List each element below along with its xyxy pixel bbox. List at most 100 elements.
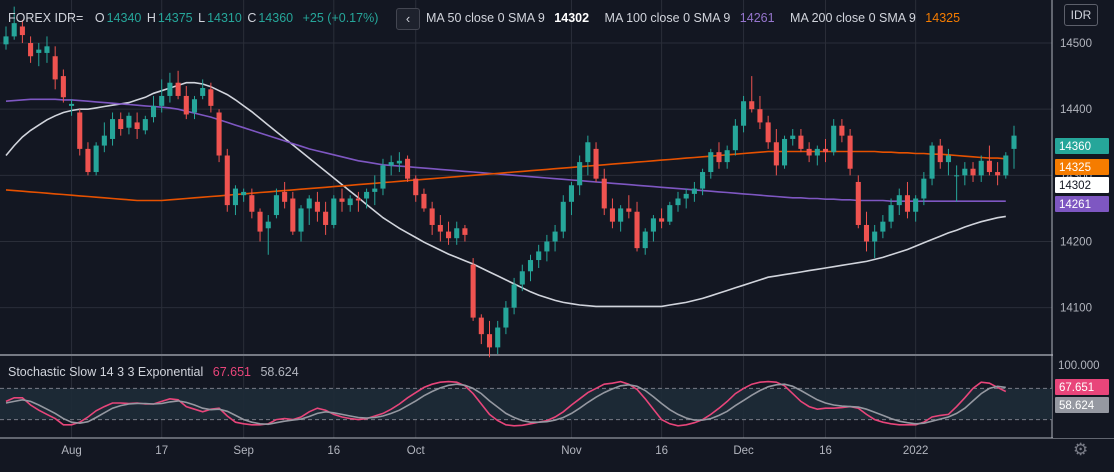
- candle-body: [962, 168, 968, 176]
- candle-body: [159, 95, 165, 106]
- candle-body: [200, 88, 206, 96]
- candle-body: [224, 155, 230, 206]
- x-tick-label: Aug: [61, 445, 81, 457]
- candle-body: [478, 317, 484, 335]
- candle-body: [552, 231, 558, 242]
- candle-body: [913, 198, 919, 212]
- candle-body: [486, 334, 493, 348]
- candle-body: [265, 221, 271, 229]
- candle-body: [44, 46, 50, 53]
- candle-body: [863, 224, 870, 242]
- candle-body: [134, 122, 140, 130]
- y-tick-label: 14200: [1060, 237, 1092, 249]
- candle-body: [249, 195, 255, 212]
- low-label: L: [198, 11, 206, 25]
- candle-body: [659, 218, 665, 222]
- candle-body: [19, 26, 25, 36]
- candle-body: [798, 135, 804, 149]
- ma100-value: 14261: [739, 11, 775, 25]
- candle-body: [700, 172, 706, 189]
- stochastic-k-value: 67.651: [212, 365, 251, 379]
- price-badge-ma100-bg: [1055, 196, 1109, 212]
- price-badge-ma200-bg: [1055, 159, 1109, 175]
- x-tick-label: 16: [655, 445, 668, 457]
- stochastic-d-badge-bg: [1055, 397, 1109, 413]
- candle-body: [831, 125, 837, 153]
- collapse-legend-button[interactable]: ‹: [396, 8, 420, 30]
- candle-body: [585, 142, 591, 163]
- candle-body: [28, 43, 34, 57]
- ma200-value: 14325: [925, 11, 961, 25]
- candle-body: [880, 221, 886, 232]
- candle-body: [822, 148, 829, 153]
- price-badge-ma200: 14325: [1059, 162, 1091, 174]
- candle-body: [167, 82, 173, 96]
- x-tick-label: 2022: [903, 445, 929, 457]
- series-line-ma-50: [5, 81, 1006, 308]
- stochastic-k-badge-bg: [1055, 379, 1109, 395]
- candle-body: [126, 115, 132, 128]
- series-line-ma-200: [5, 150, 1006, 202]
- candle-body: [454, 228, 460, 239]
- candle-body: [331, 198, 337, 225]
- candle-body: [470, 264, 476, 318]
- candle-body: [232, 188, 239, 206]
- stochastic-d-badge: 58.624: [1059, 400, 1095, 412]
- candle-body: [413, 178, 419, 196]
- currency-button[interactable]: IDR: [1064, 4, 1098, 26]
- candle-body: [691, 188, 697, 194]
- y-tick-label: 14500: [1060, 38, 1092, 50]
- candle-body: [52, 56, 58, 80]
- candle-body: [568, 185, 575, 202]
- candle-body: [839, 125, 845, 136]
- candle-body: [11, 23, 17, 37]
- series-line-ma-100: [5, 98, 1006, 202]
- candle-body: [618, 208, 624, 222]
- candle-body: [781, 138, 788, 166]
- candle-body: [945, 155, 951, 163]
- stochastic-band: [0, 388, 1052, 420]
- candle-body: [405, 158, 411, 179]
- candle-body: [109, 119, 116, 139]
- price-badge-close-bg: [1055, 138, 1109, 154]
- candle-body: [69, 103, 75, 106]
- price-axis-bg: [1053, 0, 1114, 438]
- candle-body: [429, 208, 435, 225]
- candle-body: [749, 101, 755, 110]
- candle-body: [388, 162, 394, 166]
- ma200-label: MA 200 close 0 SMA 9: [790, 11, 916, 25]
- candle-body: [904, 195, 911, 212]
- candle-body: [560, 201, 566, 232]
- candle-body: [3, 36, 9, 45]
- series-line-stoch-d: [5, 383, 1006, 426]
- candle-body: [323, 211, 329, 225]
- x-tick-label: Oct: [407, 445, 426, 457]
- series-line-stoch-k: [5, 380, 1007, 427]
- candle-body: [667, 205, 673, 222]
- candle-body: [396, 160, 402, 164]
- candle-body: [593, 148, 599, 179]
- close-value: 14360: [258, 11, 294, 25]
- x-tick-label: 16: [327, 445, 340, 457]
- candle-body: [421, 193, 427, 209]
- candle-body: [208, 89, 214, 106]
- open-value: 14340: [106, 11, 142, 25]
- candle-body: [527, 260, 534, 272]
- candle-body: [986, 160, 992, 173]
- candle-body: [298, 208, 304, 232]
- candle-body: [241, 191, 247, 196]
- chevron-left-icon: ‹: [405, 11, 411, 26]
- gear-icon[interactable]: ⚙: [1073, 440, 1089, 459]
- candle-body: [626, 208, 632, 212]
- x-tick-label: 17: [155, 445, 168, 457]
- ma50-value: 14302: [554, 11, 590, 25]
- candle-body: [642, 231, 648, 249]
- candle-body: [364, 191, 370, 199]
- price-badge-ma50-bg: [1055, 177, 1109, 193]
- candle-body: [347, 198, 353, 206]
- candle-body: [257, 211, 263, 232]
- candle-body: [314, 201, 320, 212]
- candle-body: [216, 112, 222, 156]
